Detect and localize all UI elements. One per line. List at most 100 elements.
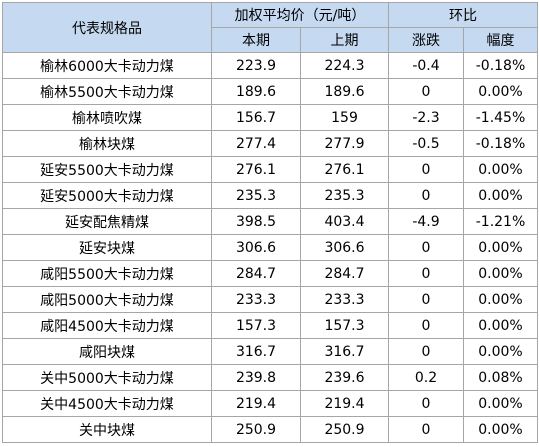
cell-change: 0 <box>388 260 464 287</box>
table-row: 咸阳4500大卡动力煤 157.3 157.3 0 0.00% <box>2 312 538 339</box>
cell-current: 235.3 <box>211 182 301 209</box>
cell-previous: 189.6 <box>300 78 389 105</box>
cell-change: 0 <box>388 416 464 443</box>
table-row: 延安配焦精煤 398.5 403.4 -4.9 -1.21% <box>2 208 538 235</box>
cell-pct: -1.45% <box>463 104 538 131</box>
table-row: 关中4500大卡动力煤 219.4 219.4 0 0.00% <box>2 390 538 417</box>
table-row: 榆林喷吹煤 156.7 159 -2.3 -1.45% <box>2 104 538 131</box>
cell-name: 榆林喷吹煤 <box>2 104 212 131</box>
cell-name: 咸阳5000大卡动力煤 <box>2 286 212 313</box>
table-row: 榆林6000大卡动力煤 223.9 224.3 -0.4 -0.18% <box>2 52 538 79</box>
cell-name: 延安块煤 <box>2 234 212 261</box>
cell-previous: 316.7 <box>300 338 389 365</box>
column-header-previous: 上期 <box>300 27 389 53</box>
cell-change: -0.5 <box>388 130 464 157</box>
table-row: 榆林块煤 277.4 277.9 -0.5 -0.18% <box>2 130 538 157</box>
cell-current: 276.1 <box>211 156 301 183</box>
cell-pct: -0.18% <box>463 130 538 157</box>
cell-change: -0.4 <box>388 52 464 79</box>
cell-current: 316.7 <box>211 338 301 365</box>
column-group-ring: 环比 <box>388 2 538 28</box>
cell-change: 0 <box>388 234 464 261</box>
table-row: 延安块煤 306.6 306.6 0 0.00% <box>2 234 538 261</box>
cell-change: 0 <box>388 312 464 339</box>
cell-name: 榆林块煤 <box>2 130 212 157</box>
cell-current: 189.6 <box>211 78 301 105</box>
cell-previous: 250.9 <box>300 416 389 443</box>
column-header-name: 代表规格品 <box>2 2 212 53</box>
cell-change: 0 <box>388 338 464 365</box>
cell-pct: 0.00% <box>463 234 538 261</box>
cell-previous: 284.7 <box>300 260 389 287</box>
table-body: 榆林6000大卡动力煤 223.9 224.3 -0.4 -0.18% 榆林5500大卡动… <box>2 52 538 443</box>
table-row: 榆林5500大卡动力煤 189.6 189.6 0 0.00% <box>2 78 538 105</box>
column-group-price: 加权平均价（元/吨） <box>211 2 389 28</box>
cell-previous: 276.1 <box>300 156 389 183</box>
cell-current: 156.7 <box>211 104 301 131</box>
cell-pct: -0.18% <box>463 52 538 79</box>
cell-current: 157.3 <box>211 312 301 339</box>
cell-current: 239.8 <box>211 364 301 391</box>
header-row-top: 代表规格品 加权平均价（元/吨） 环比 <box>2 2 538 53</box>
cell-current: 284.7 <box>211 260 301 287</box>
cell-current: 398.5 <box>211 208 301 235</box>
cell-change: 0 <box>388 182 464 209</box>
cell-previous: 403.4 <box>300 208 389 235</box>
cell-current: 233.3 <box>211 286 301 313</box>
cell-change: -2.3 <box>388 104 464 131</box>
cell-name: 延安5500大卡动力煤 <box>2 156 212 183</box>
cell-pct: 0.00% <box>463 286 538 313</box>
table-row: 关中5000大卡动力煤 239.8 239.6 0.2 0.08% <box>2 364 538 391</box>
cell-name: 延安配焦精煤 <box>2 208 212 235</box>
cell-change: 0 <box>388 286 464 313</box>
cell-pct: 0.00% <box>463 260 538 287</box>
cell-name: 关中4500大卡动力煤 <box>2 390 212 417</box>
cell-pct: 0.00% <box>463 182 538 209</box>
cell-previous: 233.3 <box>300 286 389 313</box>
cell-pct: -1.21% <box>463 208 538 235</box>
cell-previous: 157.3 <box>300 312 389 339</box>
table-header: 代表规格品 加权平均价（元/吨） 环比 本期 上期 涨跌 幅度 <box>2 2 538 53</box>
cell-current: 277.4 <box>211 130 301 157</box>
header-row-sub: 本期 上期 涨跌 幅度 <box>3 27 538 53</box>
cell-previous: 219.4 <box>300 390 389 417</box>
cell-current: 219.4 <box>211 390 301 417</box>
cell-pct: 0.00% <box>463 156 538 183</box>
cell-name: 咸阳4500大卡动力煤 <box>2 312 212 339</box>
cell-previous: 224.3 <box>300 52 389 79</box>
cell-pct: 0.00% <box>463 390 538 417</box>
column-header-change: 涨跌 <box>388 27 464 53</box>
column-header-current: 本期 <box>211 27 301 53</box>
cell-change: 0 <box>388 156 464 183</box>
cell-name: 榆林5500大卡动力煤 <box>2 78 212 105</box>
cell-previous: 306.6 <box>300 234 389 261</box>
table-row: 延安5000大卡动力煤 235.3 235.3 0 0.00% <box>2 182 538 209</box>
table-row: 延安5500大卡动力煤 276.1 276.1 0 0.00% <box>2 156 538 183</box>
table-row: 咸阳5000大卡动力煤 233.3 233.3 0 0.00% <box>2 286 538 313</box>
cell-pct: 0.00% <box>463 312 538 339</box>
cell-change: -4.9 <box>388 208 464 235</box>
cell-previous: 277.9 <box>300 130 389 157</box>
cell-current: 223.9 <box>211 52 301 79</box>
cell-previous: 159 <box>300 104 389 131</box>
cell-change: 0 <box>388 390 464 417</box>
cell-name: 延安5000大卡动力煤 <box>2 182 212 209</box>
cell-previous: 239.6 <box>300 364 389 391</box>
cell-previous: 235.3 <box>300 182 389 209</box>
cell-pct: 0.08% <box>463 364 538 391</box>
table-row: 咸阳块煤 316.7 316.7 0 0.00% <box>2 338 538 365</box>
column-header-pct: 幅度 <box>463 27 538 53</box>
table-row: 咸阳5500大卡动力煤 284.7 284.7 0 0.00% <box>2 260 538 287</box>
cell-name: 关中块煤 <box>2 416 212 443</box>
cell-name: 榆林6000大卡动力煤 <box>2 52 212 79</box>
cell-pct: 0.00% <box>463 416 538 443</box>
cell-change: 0 <box>388 78 464 105</box>
cell-name: 关中5000大卡动力煤 <box>2 364 212 391</box>
cell-change: 0.2 <box>388 364 464 391</box>
cell-name: 咸阳5500大卡动力煤 <box>2 260 212 287</box>
table-row: 关中块煤 250.9 250.9 0 0.00% <box>2 416 538 443</box>
cell-pct: 0.00% <box>463 78 538 105</box>
cell-name: 咸阳块煤 <box>2 338 212 365</box>
cell-current: 306.6 <box>211 234 301 261</box>
